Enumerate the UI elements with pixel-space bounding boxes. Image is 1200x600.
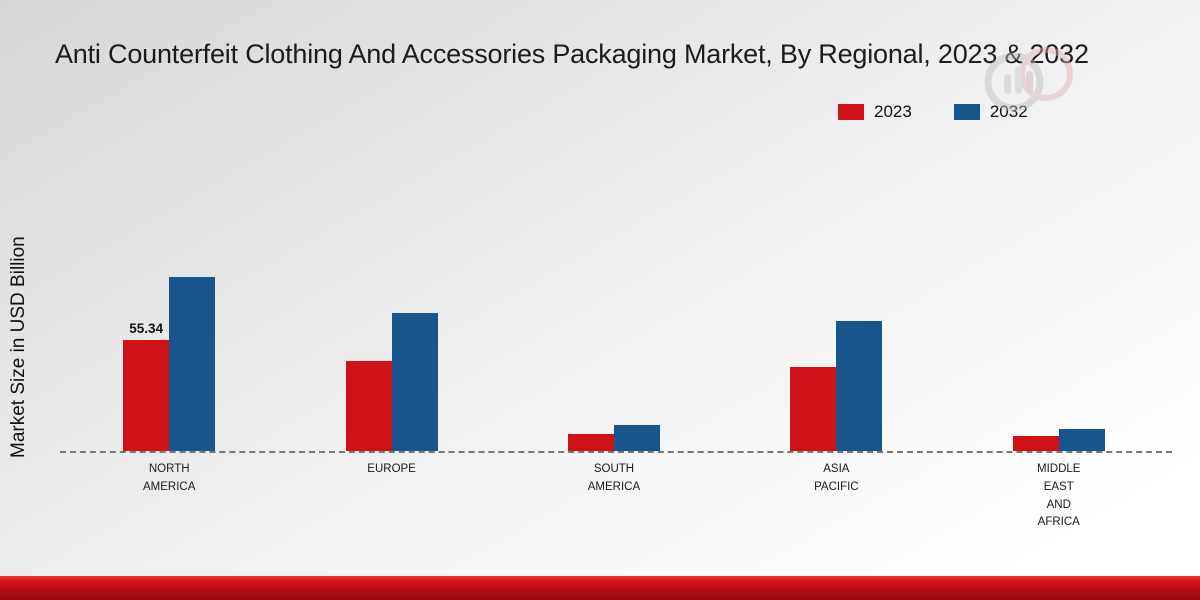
bar-2032-middle-east-and-africa [1058, 429, 1105, 451]
bar-2032-europe [391, 313, 438, 451]
bars-europe [345, 313, 438, 451]
bar-group-middle-east-and-africa: MIDDLE EAST AND AFRICA [1012, 429, 1105, 528]
bars-south-america [567, 425, 660, 451]
bars-asia-pacific [790, 321, 883, 451]
bar-group-south-america: SOUTH AMERICA [567, 425, 660, 493]
bar-2023-middle-east-and-africa [1012, 436, 1059, 451]
bar-groups: 55.34 NORTH AMERICA EUROPE SOUTH AMERICA ASIA P… [58, 277, 1170, 528]
category-label-north-america: NORTH AMERICA [142, 463, 196, 493]
category-label-south-america: SOUTH AMERICA [587, 463, 641, 493]
bar-value-label: 55.34 [129, 321, 164, 336]
x-axis-baseline [60, 451, 1172, 453]
bar-2032-asia-pacific [836, 321, 883, 451]
category-label-europe: EUROPE [367, 463, 416, 475]
bottom-red-band [0, 576, 1200, 600]
bars-north-america: 55.34 [123, 277, 216, 451]
legend-label-2032: 2032 [989, 102, 1028, 121]
bar-2023-south-america [567, 434, 614, 451]
bar-2023-north-america: 55.34 [123, 321, 170, 451]
y-axis-label: Market Size in USD Billion [8, 236, 29, 458]
bar-group-asia-pacific: ASIA PACIFIC [790, 321, 883, 493]
bar-group-north-america: 55.34 NORTH AMERICA [123, 277, 216, 493]
bar-2032-south-america [613, 425, 660, 451]
legend-swatch-2032 [953, 104, 980, 120]
chart-title: Anti Counterfeit Clothing And Accessorie… [55, 39, 1089, 69]
legend-item-2032: 2032 [953, 102, 1028, 122]
legend-swatch-2023 [838, 104, 864, 120]
bars-middle-east-and-africa [1012, 429, 1105, 451]
bar-2023-europe [345, 361, 392, 451]
bar-2032-north-america [169, 277, 216, 451]
legend-item-2023: 2023 [838, 102, 912, 122]
category-label-asia-pacific: ASIA PACIFIC [814, 463, 859, 493]
bar-2023-asia-pacific [790, 367, 837, 451]
bar-group-europe: EUROPE [345, 313, 438, 475]
legend: 2023 2032 [838, 102, 1028, 122]
category-label-middle-east-and-africa: MIDDLE EAST AND AFRICA [1037, 463, 1081, 529]
legend-label-2023: 2023 [874, 102, 912, 121]
